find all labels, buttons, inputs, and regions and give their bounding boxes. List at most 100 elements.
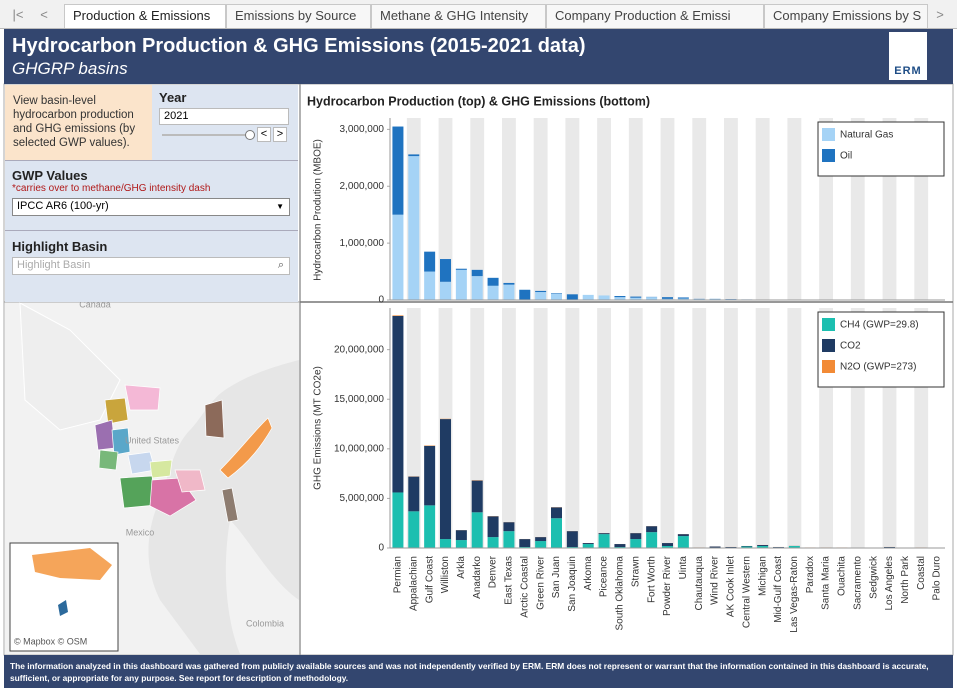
column-band	[724, 308, 738, 548]
bar-segment	[630, 533, 642, 540]
next-button[interactable]: >	[273, 127, 287, 142]
search-icon: ⌕	[277, 259, 284, 271]
x-tick-label: San Juan	[551, 556, 562, 598]
bar-segment	[614, 296, 626, 298]
x-tick-label: Palo Duro	[932, 556, 943, 601]
bar-segment	[757, 546, 769, 548]
column-band	[660, 308, 675, 548]
basin	[58, 600, 68, 616]
map-label: Colombia	[246, 618, 284, 628]
bar-segment	[487, 285, 499, 300]
legend-swatch	[822, 318, 835, 331]
x-tick-label: Arkla	[456, 556, 467, 579]
x-tick-label: Permian	[393, 556, 404, 593]
bar-segment	[551, 518, 562, 548]
x-tick-label: Denver	[488, 555, 499, 588]
label: Year	[159, 90, 187, 105]
tab[interactable]: Company Production & Emissi	[546, 4, 764, 28]
bar-segment	[519, 539, 531, 548]
header: Hydrocarbon Production & GHG Emissions (…	[4, 29, 953, 84]
basin	[221, 487, 239, 523]
y-tick-label: 2,000,000	[340, 181, 385, 192]
year-input[interactable]: 2021	[159, 108, 289, 125]
nav-next[interactable]: >	[936, 7, 944, 22]
bar-segment	[503, 282, 515, 285]
column-band	[660, 118, 675, 300]
bar-segment	[455, 540, 467, 548]
bar-segment	[551, 293, 562, 294]
bar-segment	[535, 290, 547, 293]
nav-prev[interactable]: <	[40, 7, 48, 22]
bar-segment	[788, 546, 800, 548]
bar-segment	[455, 269, 467, 300]
legend-box	[817, 121, 945, 177]
bar-segment	[503, 284, 515, 300]
legend-box	[817, 311, 945, 388]
x-tick-label: South Oklahoma	[615, 556, 626, 631]
basin	[98, 449, 119, 471]
map-attribution: © Mapbox © OSM	[14, 636, 87, 646]
map-label: Mexico	[126, 527, 155, 537]
legend-swatch	[822, 339, 835, 352]
column-band	[565, 118, 580, 300]
x-tick-label: AK Cook Inlet	[726, 556, 737, 617]
footer: The information analyzed in this dashboa…	[4, 655, 953, 688]
tab[interactable]: Methane & GHG Intensity	[371, 4, 546, 28]
bar-segment	[424, 271, 436, 300]
bar-segment	[455, 268, 467, 270]
bar-segment	[455, 530, 467, 541]
bar-segment	[503, 522, 515, 532]
land	[19, 302, 121, 431]
x-tick-label: Green River	[535, 555, 546, 610]
gwp-select[interactable]: IPCC AR6 (100-yr) ▼	[12, 198, 290, 216]
tab[interactable]: Emissions by Source	[226, 4, 371, 28]
tab[interactable]: Company Emissions by S	[764, 4, 928, 28]
basin-shapes	[94, 384, 273, 523]
highlight-input[interactable]: Highlight Basin ⌕	[12, 257, 290, 275]
bar-segment	[535, 537, 547, 542]
x-tick-label: Sedgwick	[868, 555, 879, 599]
legend-label: Natural Gas	[840, 130, 893, 141]
dropdown-arrow: ▼	[276, 202, 284, 211]
column-band	[628, 308, 643, 548]
slider-track	[162, 134, 250, 136]
basin	[174, 469, 206, 493]
land	[225, 520, 299, 654]
bar-segment	[551, 293, 562, 300]
prev-button[interactable]: <	[257, 127, 271, 142]
x-tick-label: Williston	[440, 556, 451, 593]
subtitle: GHGRP basins	[12, 59, 128, 78]
legend-label: CO2	[840, 341, 861, 352]
bar-segment	[757, 545, 769, 547]
x-tick-label: Uinta	[678, 556, 689, 580]
bar-segment	[646, 532, 658, 548]
slider-thumb[interactable]	[245, 130, 255, 140]
highlight-panel: Highlight Basin Highlight Basin ⌕	[5, 230, 298, 302]
legend-label: Oil	[840, 151, 852, 162]
column-band	[502, 118, 516, 300]
description: View basin-level hydrocarbon production …	[5, 85, 152, 160]
basin	[94, 419, 116, 451]
bar-segment	[582, 543, 594, 545]
bar-segment	[630, 296, 642, 298]
map-label: Canada	[79, 299, 111, 309]
nav-first[interactable]: |<	[12, 7, 24, 22]
legend-swatch	[822, 360, 835, 373]
bar-segment	[392, 214, 404, 300]
column-band	[597, 118, 611, 300]
title: Hydrocarbon Production & GHG Emissions (…	[12, 35, 586, 57]
x-tick-label: San Joaquin	[567, 556, 578, 612]
bar-segment	[662, 298, 673, 300]
tab[interactable]: Production & Emissions	[64, 4, 226, 28]
bar-segment	[646, 297, 658, 300]
x-tick-label: Fort Worth	[646, 556, 657, 603]
x-tick-label: Sacramento	[852, 556, 863, 610]
bar-segment	[582, 544, 594, 548]
x-tick-label: Arkoma	[583, 556, 594, 591]
bar-segment	[535, 541, 547, 548]
column-band	[502, 308, 516, 548]
column-band	[692, 118, 707, 300]
bar-segment	[471, 512, 483, 548]
legend-swatch	[822, 128, 835, 141]
